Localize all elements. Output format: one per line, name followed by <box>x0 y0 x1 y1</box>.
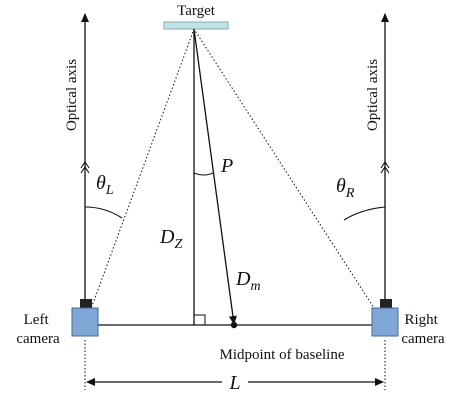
midpoint-label: Midpoint of baseline <box>220 347 345 363</box>
l-symbol: L <box>228 372 240 394</box>
target-bar <box>163 21 229 30</box>
left-sight-line <box>84 28 195 326</box>
p-symbol: P <box>220 155 233 177</box>
right-axis-chevron-icon <box>380 161 390 174</box>
left-camera-label: Left camera <box>16 312 60 347</box>
theta-r-arc <box>343 206 386 221</box>
p-angle-arc <box>193 172 214 176</box>
right-sight-line <box>193 28 386 326</box>
right-angle-marker <box>194 314 206 325</box>
theta-l-symbol: θL <box>96 172 114 198</box>
dm-symbol: Dm <box>235 268 261 294</box>
right-camera-icon <box>371 299 399 337</box>
left-optical-axis-label: Optical axis <box>64 59 80 131</box>
dz-symbol: DZ <box>159 226 182 252</box>
theta-r-symbol: θR <box>336 175 355 201</box>
right-camera-label: Right camera <box>401 312 445 347</box>
target-label: Target <box>177 3 216 19</box>
left-camera-icon <box>71 299 99 337</box>
right-optical-axis-label: Optical axis <box>365 59 381 131</box>
dm-line <box>193 28 237 325</box>
left-axis-chevron-icon <box>80 161 90 174</box>
theta-l-arc <box>84 206 123 219</box>
